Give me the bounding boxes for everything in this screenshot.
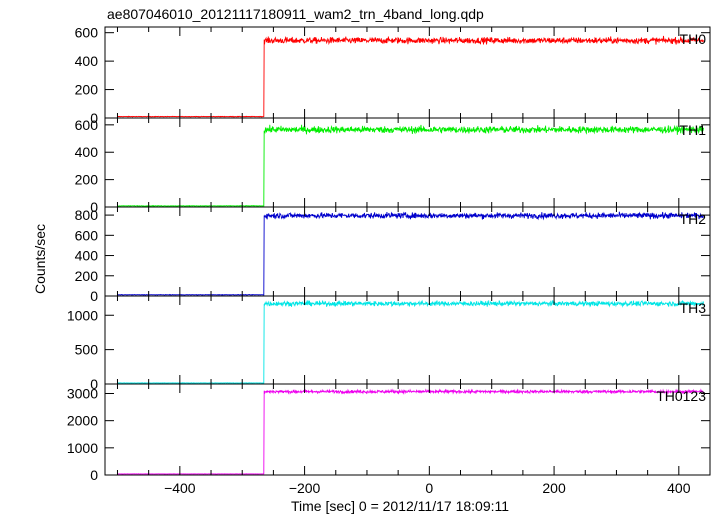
series-label: TH2 — [680, 211, 707, 227]
y-tick-label: 600 — [75, 25, 99, 41]
y-tick-label: 0 — [90, 199, 98, 215]
y-tick-label: 400 — [75, 144, 99, 160]
y-tick-label: 500 — [75, 342, 99, 358]
x-tick-label: −200 — [289, 480, 321, 496]
series-line-th1 — [117, 124, 704, 207]
panel-frame — [104, 206, 711, 297]
y-tick-label: 200 — [75, 172, 99, 188]
x-tick-label: 200 — [542, 480, 566, 496]
y-tick-label: 0 — [90, 376, 98, 392]
series-label: TH1 — [680, 122, 707, 138]
y-tick-label: 0 — [90, 110, 98, 126]
y-tick-label: 400 — [75, 53, 99, 69]
x-tick-label: 400 — [667, 480, 691, 496]
x-tick-label: −400 — [164, 480, 196, 496]
y-tick-label: 3000 — [67, 386, 98, 402]
y-axis-label: Counts/sec — [32, 224, 48, 294]
series-line-th3 — [117, 299, 704, 384]
panel-th0: 0 200 400 600 TH0 — [75, 25, 711, 126]
y-tick-label: 800 — [75, 207, 99, 223]
series-line-th0 — [117, 35, 704, 118]
y-tick-label: 0 — [90, 467, 98, 483]
y-tick-label: 0 — [90, 288, 98, 304]
panels-group: 0 200 400 600 TH0 0 200 400 600 TH1 0 200 400 600 800 T… — [67, 25, 711, 496]
panel-th1: 0 200 400 600 TH1 — [75, 117, 711, 215]
y-tick-label: 2000 — [67, 413, 98, 429]
series-label: TH0123 — [656, 388, 706, 404]
y-tick-label: 200 — [75, 82, 99, 98]
panel-th0123: 0 1000 2000 3000 TH0123 −400 −200 0 200 400 — [67, 383, 711, 496]
series-line-th2 — [117, 211, 704, 296]
chart-title: ae807046010_20121117180911_wam2_trn_4ban… — [107, 6, 484, 22]
y-tick-label: 600 — [75, 227, 99, 243]
x-axis-label: Time [sec] 0 = 2012/11/17 18:09:11 — [291, 498, 509, 514]
x-tick-label: 0 — [425, 480, 433, 496]
y-tick-label: 1000 — [67, 440, 98, 456]
y-tick-label: 400 — [75, 248, 99, 264]
y-tick-label: 1000 — [67, 307, 98, 323]
panel-frame — [104, 383, 711, 476]
panel-th3: 0 500 1000 TH3 — [67, 295, 711, 392]
panel-frame — [104, 295, 711, 385]
y-tick-label: 600 — [75, 117, 99, 133]
panel-th2: 0 200 400 600 800 TH2 — [75, 206, 711, 304]
y-tick-label: 200 — [75, 268, 99, 284]
series-label: TH0 — [680, 31, 707, 47]
series-line-th0123 — [117, 388, 704, 475]
series-label: TH3 — [680, 300, 707, 316]
